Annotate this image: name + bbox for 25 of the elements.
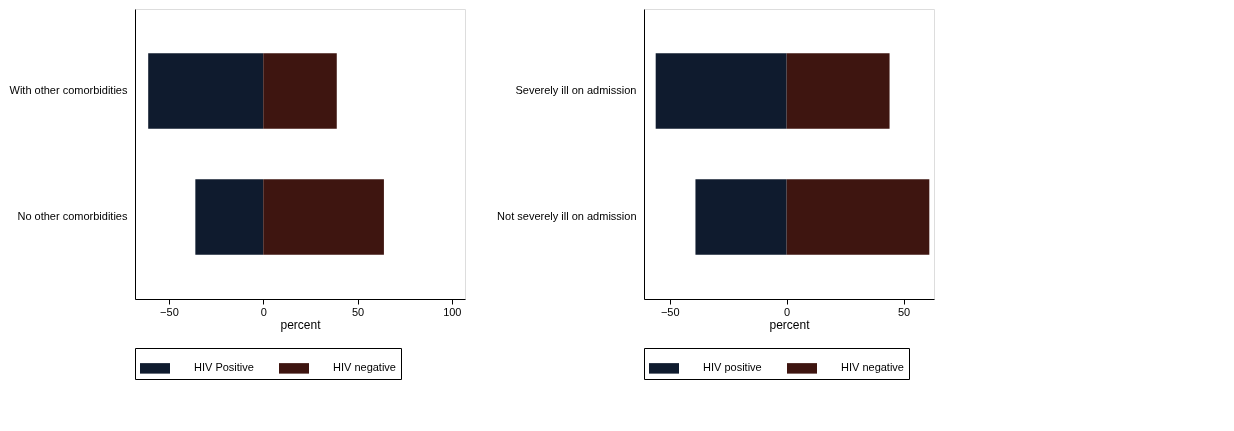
x-tick-label: 50 [351,305,365,318]
y-tick-label: With other comorbidities [9,83,128,96]
legend-label: HIV negative [841,361,904,374]
y-tick-label: No other comorbidities [17,210,128,223]
bar [195,179,264,255]
bar [786,179,930,255]
x-tick-label: 50 [897,305,911,318]
bar [148,53,264,129]
x-tick-label: 0 [784,305,791,318]
y-tick-label: Not severely ill on admission [497,210,637,223]
x-axis-title: percent [280,317,322,332]
legend-label: HIV negative [333,361,396,374]
bar [263,53,337,129]
bar [786,53,890,129]
x-tick-label: 0 [260,305,267,318]
legend-label: HIV positive [703,361,762,374]
bar [655,53,787,129]
x-axis-title: percent [769,317,811,332]
x-tick-label: −50 [160,305,179,318]
bar [263,179,384,255]
x-tick-label: 100 [443,305,462,318]
legend-label: HIV Positive [194,361,254,374]
y-tick-label: Severely ill on admission [515,83,637,96]
bar [695,179,787,255]
x-tick-label: −50 [660,305,680,318]
